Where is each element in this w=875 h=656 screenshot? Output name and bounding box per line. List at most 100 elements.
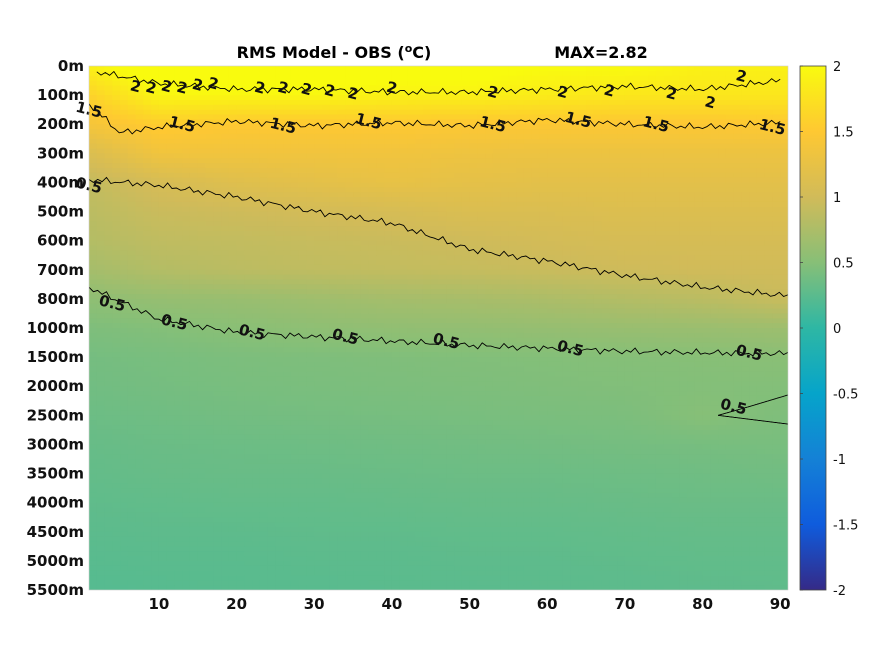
heatmap-cell — [353, 347, 362, 353]
heatmap-cell — [213, 95, 222, 101]
heatmap-cell — [384, 66, 393, 72]
heatmap-cell — [329, 410, 339, 416]
heatmap-cell — [96, 405, 106, 412]
heatmap-cell — [244, 182, 253, 188]
heatmap-cell — [337, 294, 346, 300]
heatmap-cell — [151, 420, 160, 426]
heatmap-cell — [120, 551, 129, 557]
heatmap-cell — [337, 357, 346, 363]
heatmap-cell — [89, 492, 98, 499]
heatmap-cell — [438, 488, 447, 494]
heatmap-cell — [252, 332, 261, 339]
heatmap-cell — [422, 269, 432, 276]
heatmap-cell — [275, 381, 284, 387]
heatmap-cell — [438, 158, 447, 164]
heatmap-cell — [290, 308, 300, 315]
heatmap-cell — [244, 85, 253, 91]
heatmap-cell — [127, 230, 137, 237]
heatmap-cell — [353, 211, 362, 218]
heatmap-cell — [298, 90, 308, 96]
heatmap-cell — [244, 429, 253, 436]
heatmap-cell — [345, 429, 354, 436]
heatmap-cell — [337, 420, 346, 426]
heatmap-cell — [290, 289, 300, 295]
heatmap-cell — [438, 473, 447, 480]
heatmap-cell — [376, 483, 385, 489]
heatmap-cell — [399, 328, 409, 334]
heatmap-cell — [236, 556, 245, 562]
heatmap-cell — [376, 352, 385, 358]
heatmap-cell — [151, 255, 160, 261]
heatmap-cell — [166, 294, 176, 300]
heatmap-cell — [368, 124, 377, 130]
heatmap-cell — [322, 361, 331, 368]
heatmap-cell — [189, 167, 199, 174]
heatmap-cell — [182, 425, 191, 431]
heatmap-cell — [353, 585, 362, 590]
heatmap-cell — [228, 347, 238, 353]
heatmap-cell — [345, 197, 354, 203]
heatmap-cell — [391, 269, 401, 276]
heatmap-cell — [182, 99, 191, 106]
heatmap-cell — [143, 352, 152, 358]
heatmap-cell — [306, 478, 315, 484]
heatmap-cell — [360, 556, 370, 562]
heatmap-cell — [306, 95, 315, 101]
heatmap-cell — [182, 454, 191, 460]
heatmap-cell — [221, 483, 230, 489]
heatmap-cell — [376, 197, 385, 203]
heatmap-cell — [205, 434, 214, 441]
heatmap-cell — [221, 473, 230, 480]
heatmap-cell — [407, 308, 416, 315]
heatmap-cell — [415, 439, 424, 446]
heatmap-cell — [415, 425, 424, 431]
heatmap-cell — [174, 439, 183, 446]
heatmap-cell — [213, 386, 222, 392]
heatmap-cell — [290, 551, 300, 557]
heatmap-cell — [166, 478, 176, 484]
heatmap-cell — [89, 264, 98, 271]
heatmap-cell — [166, 226, 176, 232]
heatmap-cell — [290, 352, 300, 358]
heatmap-cell — [158, 138, 168, 145]
heatmap-cell — [104, 546, 113, 552]
heatmap-cell — [360, 395, 370, 402]
heatmap-cell — [329, 400, 339, 407]
heatmap-cell — [438, 230, 447, 237]
heatmap-cell — [221, 332, 230, 339]
heatmap-cell — [96, 99, 106, 106]
heatmap-cell — [422, 85, 432, 91]
heatmap-cell — [275, 347, 284, 353]
heatmap-cell — [205, 153, 214, 159]
heatmap-cell — [407, 580, 416, 586]
heatmap-cell — [89, 124, 98, 130]
heatmap-cell — [104, 478, 113, 484]
heatmap-cell — [182, 264, 191, 271]
heatmap-cell — [267, 517, 276, 523]
heatmap-cell — [422, 328, 432, 334]
heatmap-cell — [228, 434, 238, 441]
heatmap-cell — [127, 308, 137, 315]
heatmap-cell — [438, 556, 447, 562]
heatmap-cell — [399, 473, 409, 480]
heatmap-cell — [143, 512, 152, 518]
heatmap-cell — [329, 182, 339, 188]
heatmap-cell — [189, 90, 199, 96]
heatmap-cell — [252, 347, 261, 353]
heatmap-cell — [189, 434, 199, 441]
heatmap-cell — [143, 153, 152, 159]
heatmap-cell — [353, 575, 362, 581]
heatmap-cell — [236, 167, 245, 174]
heatmap-cell — [151, 201, 160, 208]
heatmap-cell — [399, 444, 409, 450]
heatmap-cell — [120, 279, 129, 285]
heatmap-cell — [120, 478, 129, 484]
heatmap-cell — [166, 172, 176, 179]
heatmap-cell — [430, 158, 440, 164]
heatmap-cell — [120, 308, 129, 315]
heatmap-cell — [143, 570, 152, 577]
heatmap-cell — [158, 332, 168, 339]
heatmap-cell — [337, 517, 346, 523]
heatmap-cell — [112, 483, 121, 489]
heatmap-cell — [314, 366, 323, 373]
